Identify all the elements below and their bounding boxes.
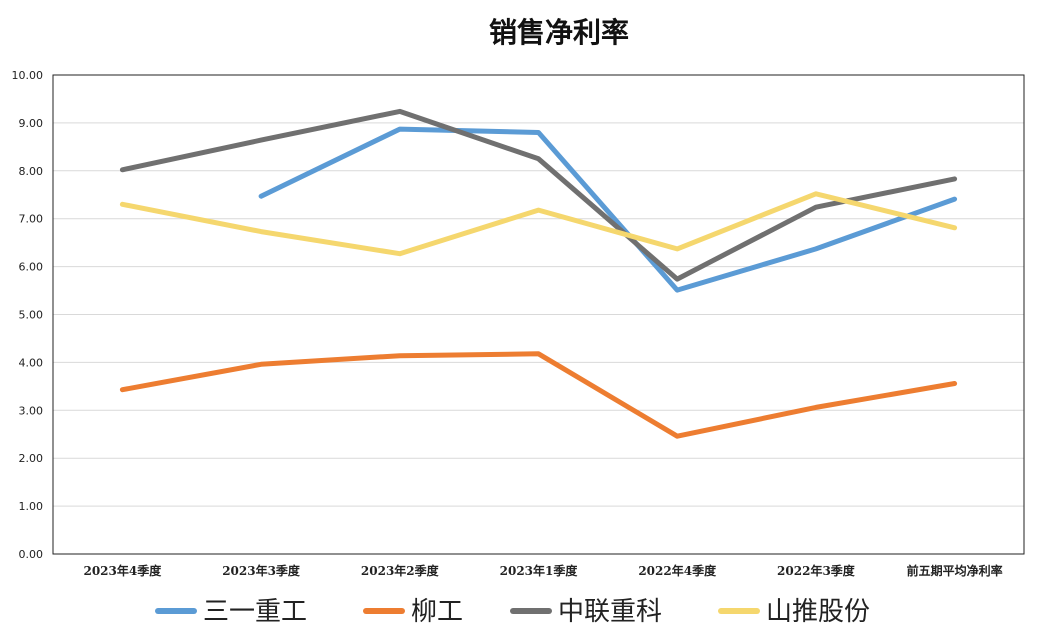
y-tick-label: 10.00 xyxy=(12,69,44,82)
series-line xyxy=(119,351,958,439)
y-tick-label: 6.00 xyxy=(19,261,44,274)
series-line xyxy=(119,191,958,257)
legend: 三一重工 柳工 中联重科 山推股份 xyxy=(155,597,870,627)
y-tick-label: 1.00 xyxy=(19,500,44,513)
y-tick-label: 5.00 xyxy=(19,309,44,322)
x-tick-label: 2023年3季度 xyxy=(222,563,301,578)
legend-label: 中联重科 xyxy=(558,597,662,627)
x-tick-label: 前五期平均净利率 xyxy=(907,563,1003,578)
x-tick-label: 2023年1季度 xyxy=(500,563,579,578)
series-lines xyxy=(119,108,958,439)
x-tick-label: 2023年4季度 xyxy=(83,563,162,578)
series-line xyxy=(258,126,958,293)
x-tick-label: 2022年4季度 xyxy=(638,563,717,578)
y-tick-label: 4.00 xyxy=(19,356,44,369)
y-tick-label: 8.00 xyxy=(19,165,44,178)
x-tick-label: 2022年3季度 xyxy=(777,563,856,578)
legend-label: 山推股份 xyxy=(766,597,870,627)
legend-label: 三一重工 xyxy=(203,597,307,627)
y-tick-label: 3.00 xyxy=(19,404,44,417)
x-axis-ticks: 2023年4季度 2023年3季度 2023年2季度 2023年1季度 2022年4季度… xyxy=(83,563,1002,578)
y-tick-label: 0.00 xyxy=(19,548,44,561)
y-tick-label: 2.00 xyxy=(19,452,44,465)
x-tick-label: 2023年2季度 xyxy=(361,563,440,578)
y-axis-ticks: 0.00 1.00 2.00 3.00 4.00 5.00 6.00 7.00 8.00 9.00… xyxy=(12,69,44,561)
legend-label: 柳工 xyxy=(411,597,463,627)
series-line xyxy=(119,108,958,282)
gridlines xyxy=(53,122,1024,507)
plot-area-border xyxy=(52,74,1025,555)
chart-title: 销售净利率 xyxy=(489,16,629,49)
y-tick-label: 7.00 xyxy=(19,213,44,226)
y-tick-label: 9.00 xyxy=(19,117,44,130)
